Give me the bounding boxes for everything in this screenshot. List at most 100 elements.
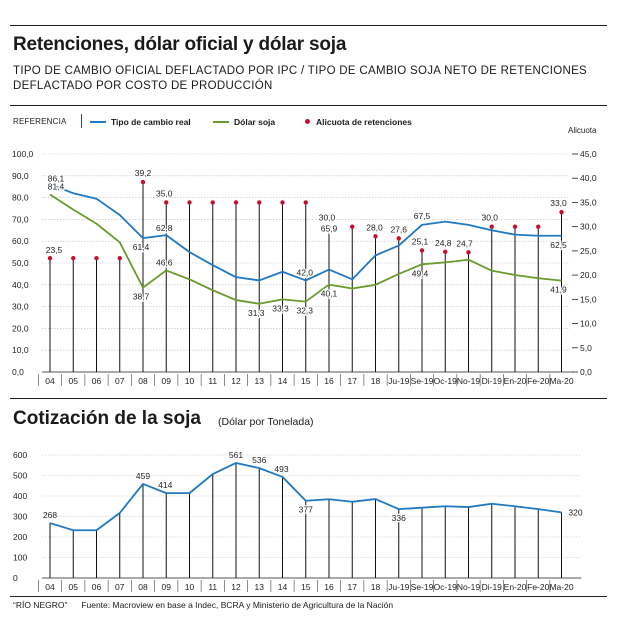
y2-tick-label: 40,0 <box>580 173 597 183</box>
retencion-point <box>164 200 169 205</box>
data-label: 65,9 <box>321 223 338 233</box>
y-tick-label: 500 <box>13 471 27 481</box>
retencion-point <box>140 179 146 185</box>
x-tick-label: 11 <box>208 376 217 386</box>
data-label: 39,2 <box>135 168 152 178</box>
retencion-point <box>94 255 99 261</box>
x-tick-label: 10 <box>185 376 195 386</box>
x-tick-label: 17 <box>348 582 358 592</box>
data-label: 24,7 <box>456 238 473 248</box>
data-label: 25,1 <box>412 236 429 246</box>
data-label: 414 <box>158 480 172 490</box>
retencion-point <box>350 224 355 229</box>
x-tick-label: 12 <box>231 376 241 386</box>
series-line <box>49 462 562 532</box>
section2-subtitle: (Dólar por Tonelada) <box>218 416 314 428</box>
x-tick-label: 07 <box>115 376 125 386</box>
legend-swatch-green <box>213 120 229 123</box>
y2-tick-label: 15,0 <box>580 294 597 304</box>
x-tick-label: Ju-19 <box>388 376 410 386</box>
y-tick-label: 200 <box>13 532 27 542</box>
x-tick-label: 04 <box>45 376 55 386</box>
retencion-point <box>512 224 518 229</box>
retencion-point <box>210 200 215 205</box>
retencion-point <box>536 224 541 229</box>
y2-tick-label: 20,0 <box>580 270 597 280</box>
y-tick-label: 100,0 <box>12 149 34 159</box>
x-tick-label: Ju-19 <box>388 582 410 592</box>
data-label: 32,3 <box>296 306 313 316</box>
x-tick-label: 07 <box>115 582 125 592</box>
top-rule <box>10 25 607 26</box>
x-tick-label: 05 <box>69 376 79 386</box>
footer-credit: “RÍO NEGRO” <box>13 600 68 610</box>
y-tick-label: 30,0 <box>12 302 29 312</box>
data-label: 377 <box>299 505 313 515</box>
x-tick-label: 06 <box>92 582 102 592</box>
x-tick-label: Se-19 <box>411 582 434 592</box>
data-label: 30,0 <box>481 213 498 223</box>
y2-axis-title: Alicuota <box>568 126 597 135</box>
x-tick-label: 18 <box>371 582 381 592</box>
series-line <box>49 193 562 305</box>
legend-swatch-blue <box>90 120 106 123</box>
data-label: 459 <box>136 471 150 481</box>
y2-tick-label: 35,0 <box>580 197 597 207</box>
x-tick-label: En-20 <box>504 376 527 386</box>
y2-tick-label: 10,0 <box>580 319 597 329</box>
chart-retenciones: 100,090,080,070,060,050,040,030,020,010,… <box>12 126 597 386</box>
chart-cotizacion-soja: 600 500 400 300 200 100 0 04 05 06 07 08 09 10 11 12 13 1… <box>13 449 584 592</box>
y2-tick-label: 30,0 <box>580 222 597 232</box>
x-tick-label: Fe-20 <box>527 376 549 386</box>
x-tick-label: 13 <box>255 376 265 386</box>
section2-title: Cotización de la soja <box>13 408 201 429</box>
y-tick-label: 60,0 <box>12 236 29 246</box>
y-tick-label: 10,0 <box>12 345 29 355</box>
x-tick-label: En-20 <box>504 582 527 592</box>
x-tick-label: Se-19 <box>411 376 434 386</box>
y2-tick-label: 5,0 <box>580 343 592 353</box>
chart-subtitle: TIPO DE CAMBIO OFICIAL DEFLACTADO POR IP… <box>13 65 588 92</box>
x-tick-label: 18 <box>371 376 381 386</box>
x-tick-label: No-19 <box>457 376 480 386</box>
legend-label: Dólar soja <box>234 117 276 127</box>
y-tick-label: 0 <box>13 573 18 583</box>
y-tick-label: 90,0 <box>12 171 29 181</box>
y-tick-label: 600 <box>13 450 27 460</box>
legend-item-tipo-cambio: Tipo de cambio real <box>90 117 191 127</box>
retencion-point <box>187 200 192 205</box>
y2-tick-label: 0,0 <box>580 367 592 377</box>
x-tick-label: 09 <box>162 582 172 592</box>
data-label: 62,8 <box>156 223 173 233</box>
legend-separator <box>81 114 82 128</box>
x-tick-label: 15 <box>301 582 311 592</box>
data-label: 49,4 <box>412 268 429 278</box>
retencion-point <box>489 224 494 229</box>
data-label: 67,5 <box>414 211 431 221</box>
retencion-point <box>396 236 401 241</box>
x-tick-label: 16 <box>324 376 334 386</box>
data-label: 42,0 <box>296 267 313 277</box>
retencion-point <box>443 249 448 255</box>
x-tick-label: Di-19 <box>482 376 503 386</box>
data-label: 320 <box>568 507 582 517</box>
x-tick-label: 12 <box>231 582 241 592</box>
y-tick-label: 100 <box>13 553 27 563</box>
x-tick-label: 09 <box>162 376 172 386</box>
data-label: 33,0 <box>550 198 567 208</box>
data-label: 41,9 <box>550 285 567 295</box>
x-tick-label: Oc-19 <box>434 582 457 592</box>
legend-item-retenciones: Alicuota de retenciones <box>305 117 412 127</box>
retencion-point <box>419 248 425 253</box>
y-tick-label: 70,0 <box>12 214 29 224</box>
x-tick-label: 05 <box>69 582 79 592</box>
x-tick-label: 08 <box>138 376 148 386</box>
y-tick-label: 400 <box>13 491 27 501</box>
data-label: 561 <box>229 450 243 460</box>
x-tick-label: Ma-20 <box>549 582 573 592</box>
data-label: 27,6 <box>390 224 407 234</box>
data-label: 40,1 <box>321 289 338 299</box>
chart-title: Retenciones, dólar oficial y dólar soja <box>13 34 347 55</box>
x-tick-label: 14 <box>278 582 288 592</box>
x-tick-label: Ma-20 <box>549 376 573 386</box>
